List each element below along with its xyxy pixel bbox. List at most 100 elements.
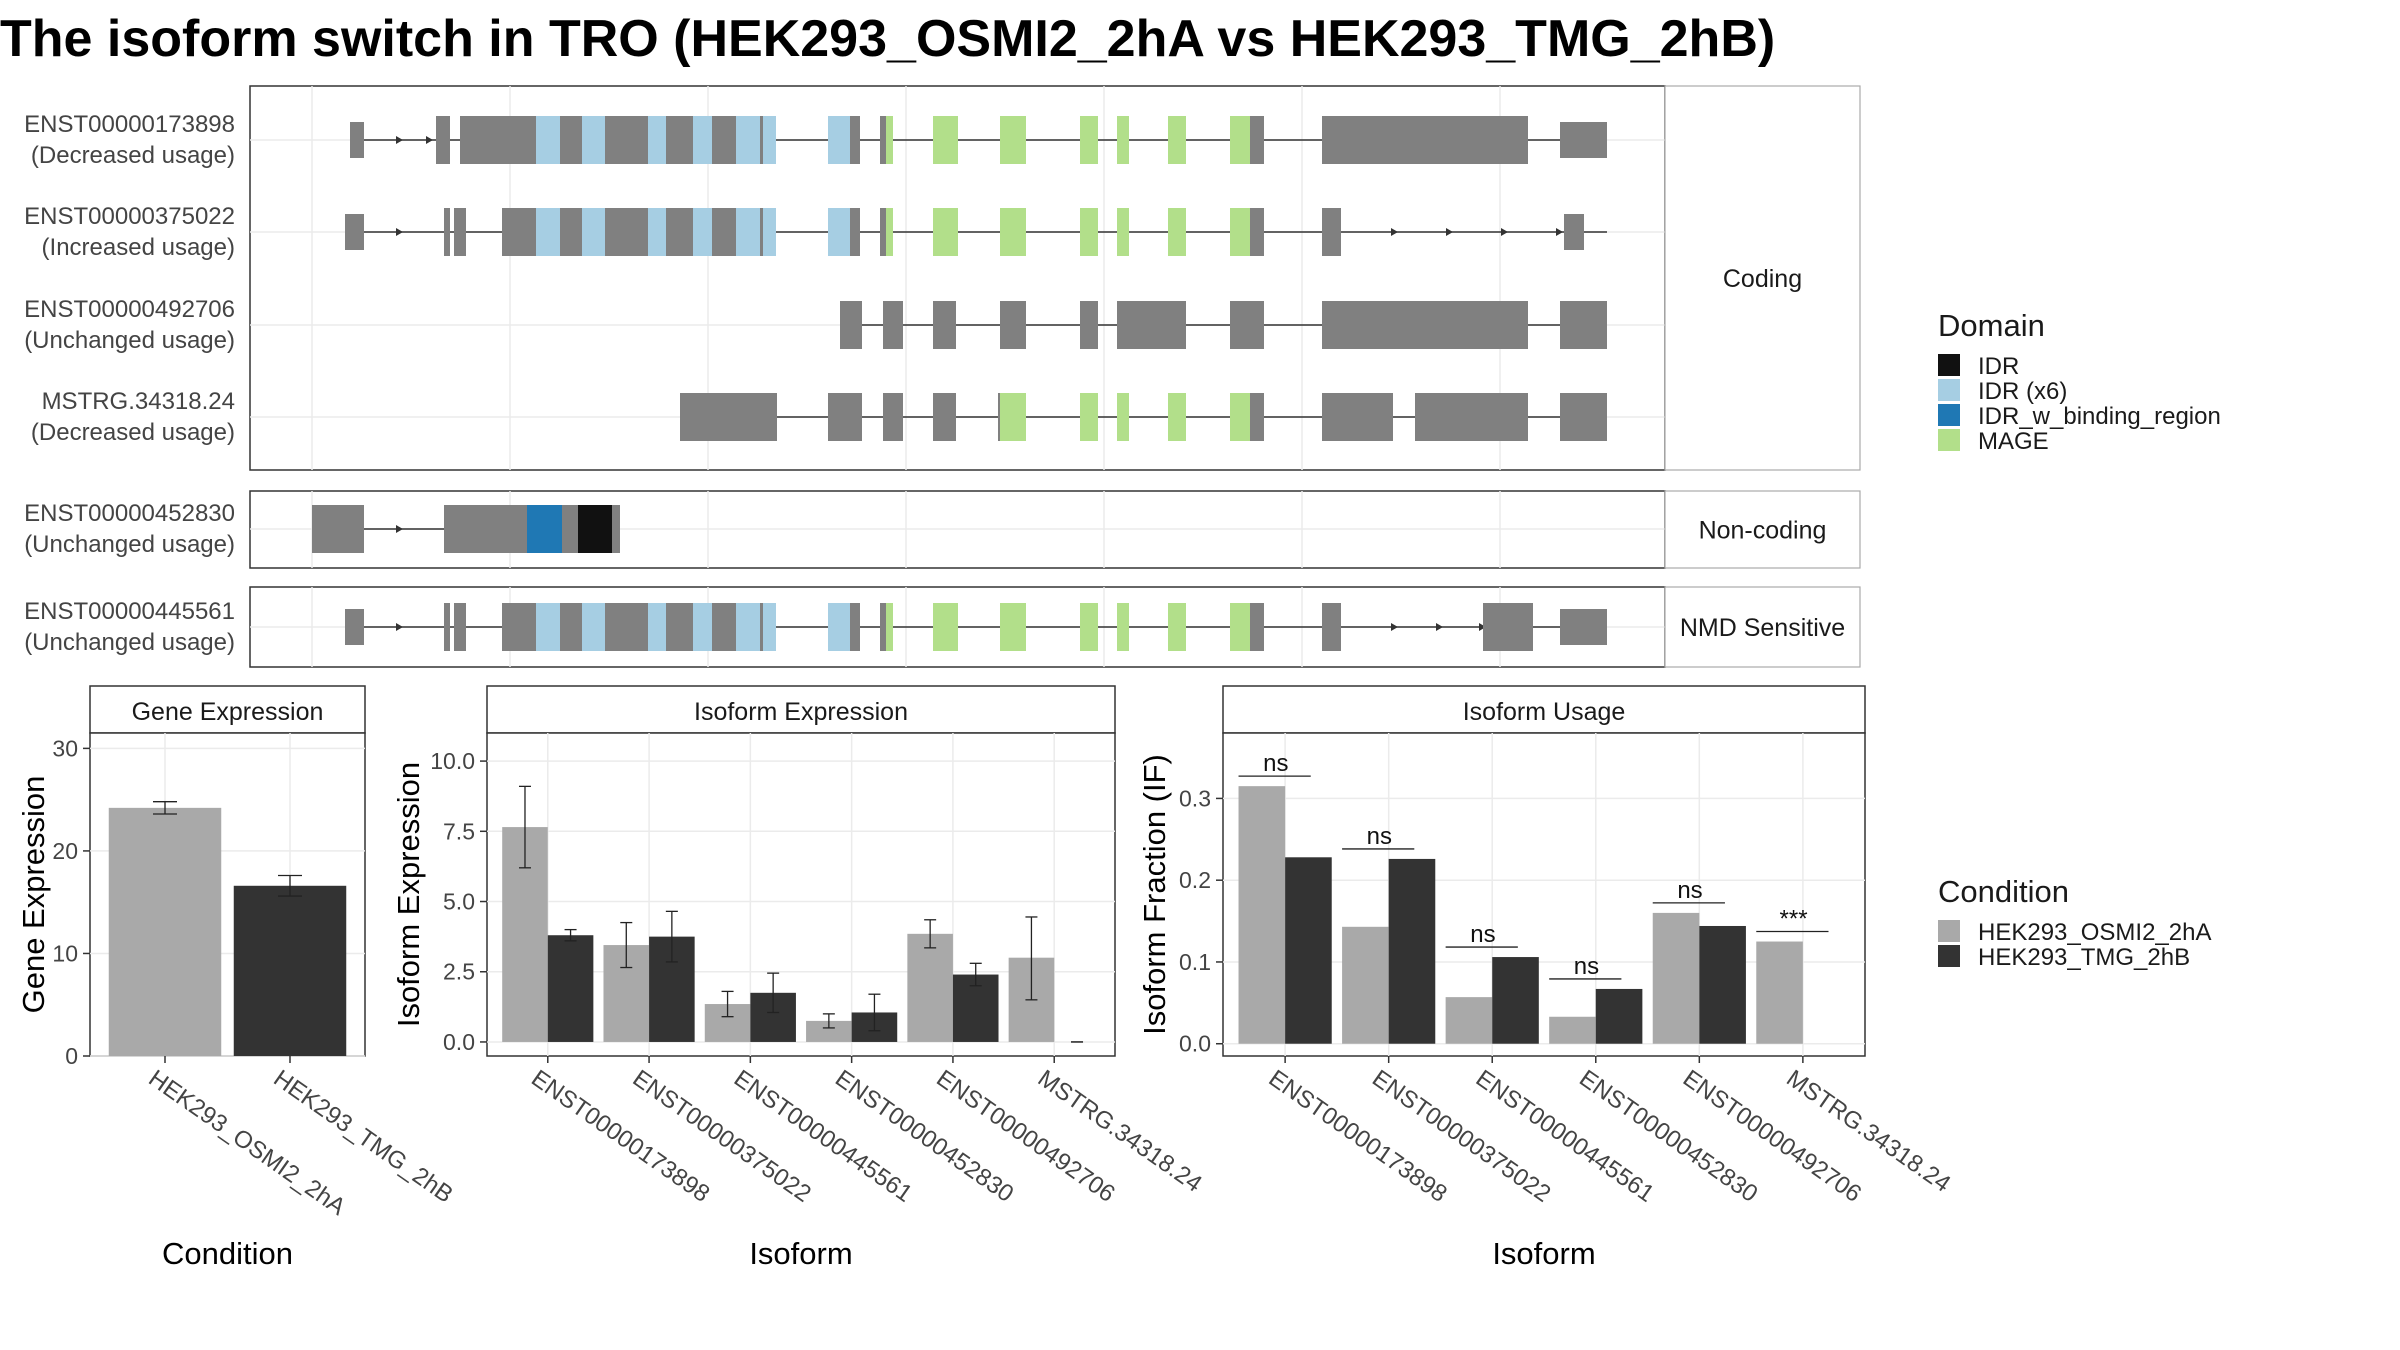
facet-label: Coding <box>1723 265 1802 293</box>
exon <box>1117 301 1186 349</box>
exon <box>666 116 693 164</box>
chart-strip <box>486 685 1116 734</box>
transcript-usage-label: (Increased usage) <box>42 234 235 261</box>
exon <box>605 208 648 256</box>
domain-MAGE <box>1230 116 1250 164</box>
y-tick-label: 0 <box>65 1043 78 1069</box>
bar-tmg-2hb <box>1285 857 1332 1044</box>
exon <box>560 208 582 256</box>
y-tick-label: 10.0 <box>430 748 475 774</box>
exon <box>933 393 956 441</box>
exon <box>502 116 536 164</box>
domain-IDR_x6 <box>536 603 560 651</box>
exon <box>444 505 528 553</box>
exon <box>1560 609 1607 645</box>
domain-IDR_w_binding_region <box>527 505 562 553</box>
domain-MAGE <box>933 116 958 164</box>
bar-osmi2-2ha <box>806 1020 852 1042</box>
legend-swatch <box>1938 379 1960 401</box>
direction-arrow <box>1479 623 1486 631</box>
transcript-id-label: ENST00000445561 <box>24 598 235 625</box>
domain-IDR <box>578 505 612 553</box>
exon <box>560 116 582 164</box>
exon <box>1560 393 1607 441</box>
bar-osmi2-2ha <box>108 807 222 1056</box>
exon <box>1230 301 1250 349</box>
bar-osmi2-2ha <box>1549 1016 1596 1044</box>
transcript-model <box>312 505 620 553</box>
y-tick-label: 0.0 <box>443 1029 475 1055</box>
exon <box>350 122 364 158</box>
bar-osmi2-2ha <box>1756 941 1803 1044</box>
transcript-id-label: ENST00000492706 <box>24 296 235 323</box>
domain-IDR_x6 <box>693 603 712 651</box>
exon <box>605 603 648 651</box>
y-tick-label: 0.2 <box>1179 867 1211 893</box>
bar-osmi2-2ha <box>907 933 953 1042</box>
legend-title: Domain <box>1938 308 2045 343</box>
legend-label: HEK293_OSMI2_2hA <box>1978 919 2211 946</box>
facet-strip-1 <box>1664 490 1861 569</box>
domain-MAGE <box>1230 393 1250 441</box>
exon <box>880 603 886 651</box>
domain-IDR_x6 <box>763 603 776 651</box>
transcript-usage-label: (Unchanged usage) <box>24 531 235 558</box>
exon <box>605 116 648 164</box>
legend-swatch <box>1938 945 1960 967</box>
domain-IDR_x6 <box>828 208 850 256</box>
direction-arrow <box>1556 228 1563 236</box>
domain-IDR_x6 <box>736 116 760 164</box>
domain-MAGE <box>1117 393 1129 441</box>
x-tick-label: ENST00000375022 <box>1367 1065 1555 1208</box>
bar-osmi2-2ha <box>1445 997 1493 1044</box>
x-axis-label: Isoform <box>749 1236 852 1271</box>
legend-title: Condition <box>1938 874 2069 909</box>
transcript-usage-label: (Unchanged usage) <box>24 327 235 354</box>
exon <box>850 603 860 651</box>
exon <box>345 609 364 645</box>
x-tick-label: HEK293_OSMI2_2hA <box>144 1065 351 1221</box>
exon <box>1322 208 1341 256</box>
domain-MAGE <box>1005 393 1026 441</box>
exon <box>1250 393 1264 441</box>
exon <box>1322 301 1528 349</box>
exon <box>1250 208 1264 256</box>
exon <box>502 603 536 651</box>
exon <box>1322 116 1528 164</box>
exon <box>712 208 736 256</box>
domain-MAGE <box>1230 208 1250 256</box>
y-tick-label: 10 <box>52 940 78 966</box>
exon <box>1560 122 1607 158</box>
domain-MAGE <box>886 116 893 164</box>
y-tick-label: 7.5 <box>443 818 475 844</box>
significance-label: ns <box>1470 921 1495 948</box>
direction-arrow <box>396 623 403 631</box>
direction-arrow <box>1436 623 1443 631</box>
legend-label: IDR (x6) <box>1978 378 2067 405</box>
exon <box>680 393 777 441</box>
bar-tmg-2hb <box>233 885 347 1056</box>
exon <box>444 603 450 651</box>
legend-label: IDR_w_binding_region <box>1978 403 2221 430</box>
transcript-id-label: MSTRG.34318.24 <box>42 388 235 415</box>
direction-arrow <box>396 525 403 533</box>
legend-label: MAGE <box>1978 428 2049 455</box>
exon <box>880 208 886 256</box>
bar-tmg-2hb <box>547 935 594 1042</box>
domain-MAGE <box>1168 393 1186 441</box>
domain-IDR_x6 <box>648 116 666 164</box>
bar-osmi2-2ha <box>1342 926 1389 1044</box>
chart-panel: Isoform Expression 0.0 2.5 5.0 7.5 10.0 ENST00… <box>391 685 1207 1271</box>
exon <box>1000 301 1026 349</box>
exon <box>1250 301 1264 349</box>
domain-IDR_x6 <box>582 116 605 164</box>
exon <box>883 393 903 441</box>
domain-MAGE <box>1117 208 1129 256</box>
domain-MAGE <box>1080 208 1098 256</box>
direction-arrow <box>396 136 403 144</box>
chart-strip <box>1222 685 1866 734</box>
exon <box>712 116 736 164</box>
exon <box>1250 603 1264 651</box>
chart-strip <box>89 685 366 734</box>
